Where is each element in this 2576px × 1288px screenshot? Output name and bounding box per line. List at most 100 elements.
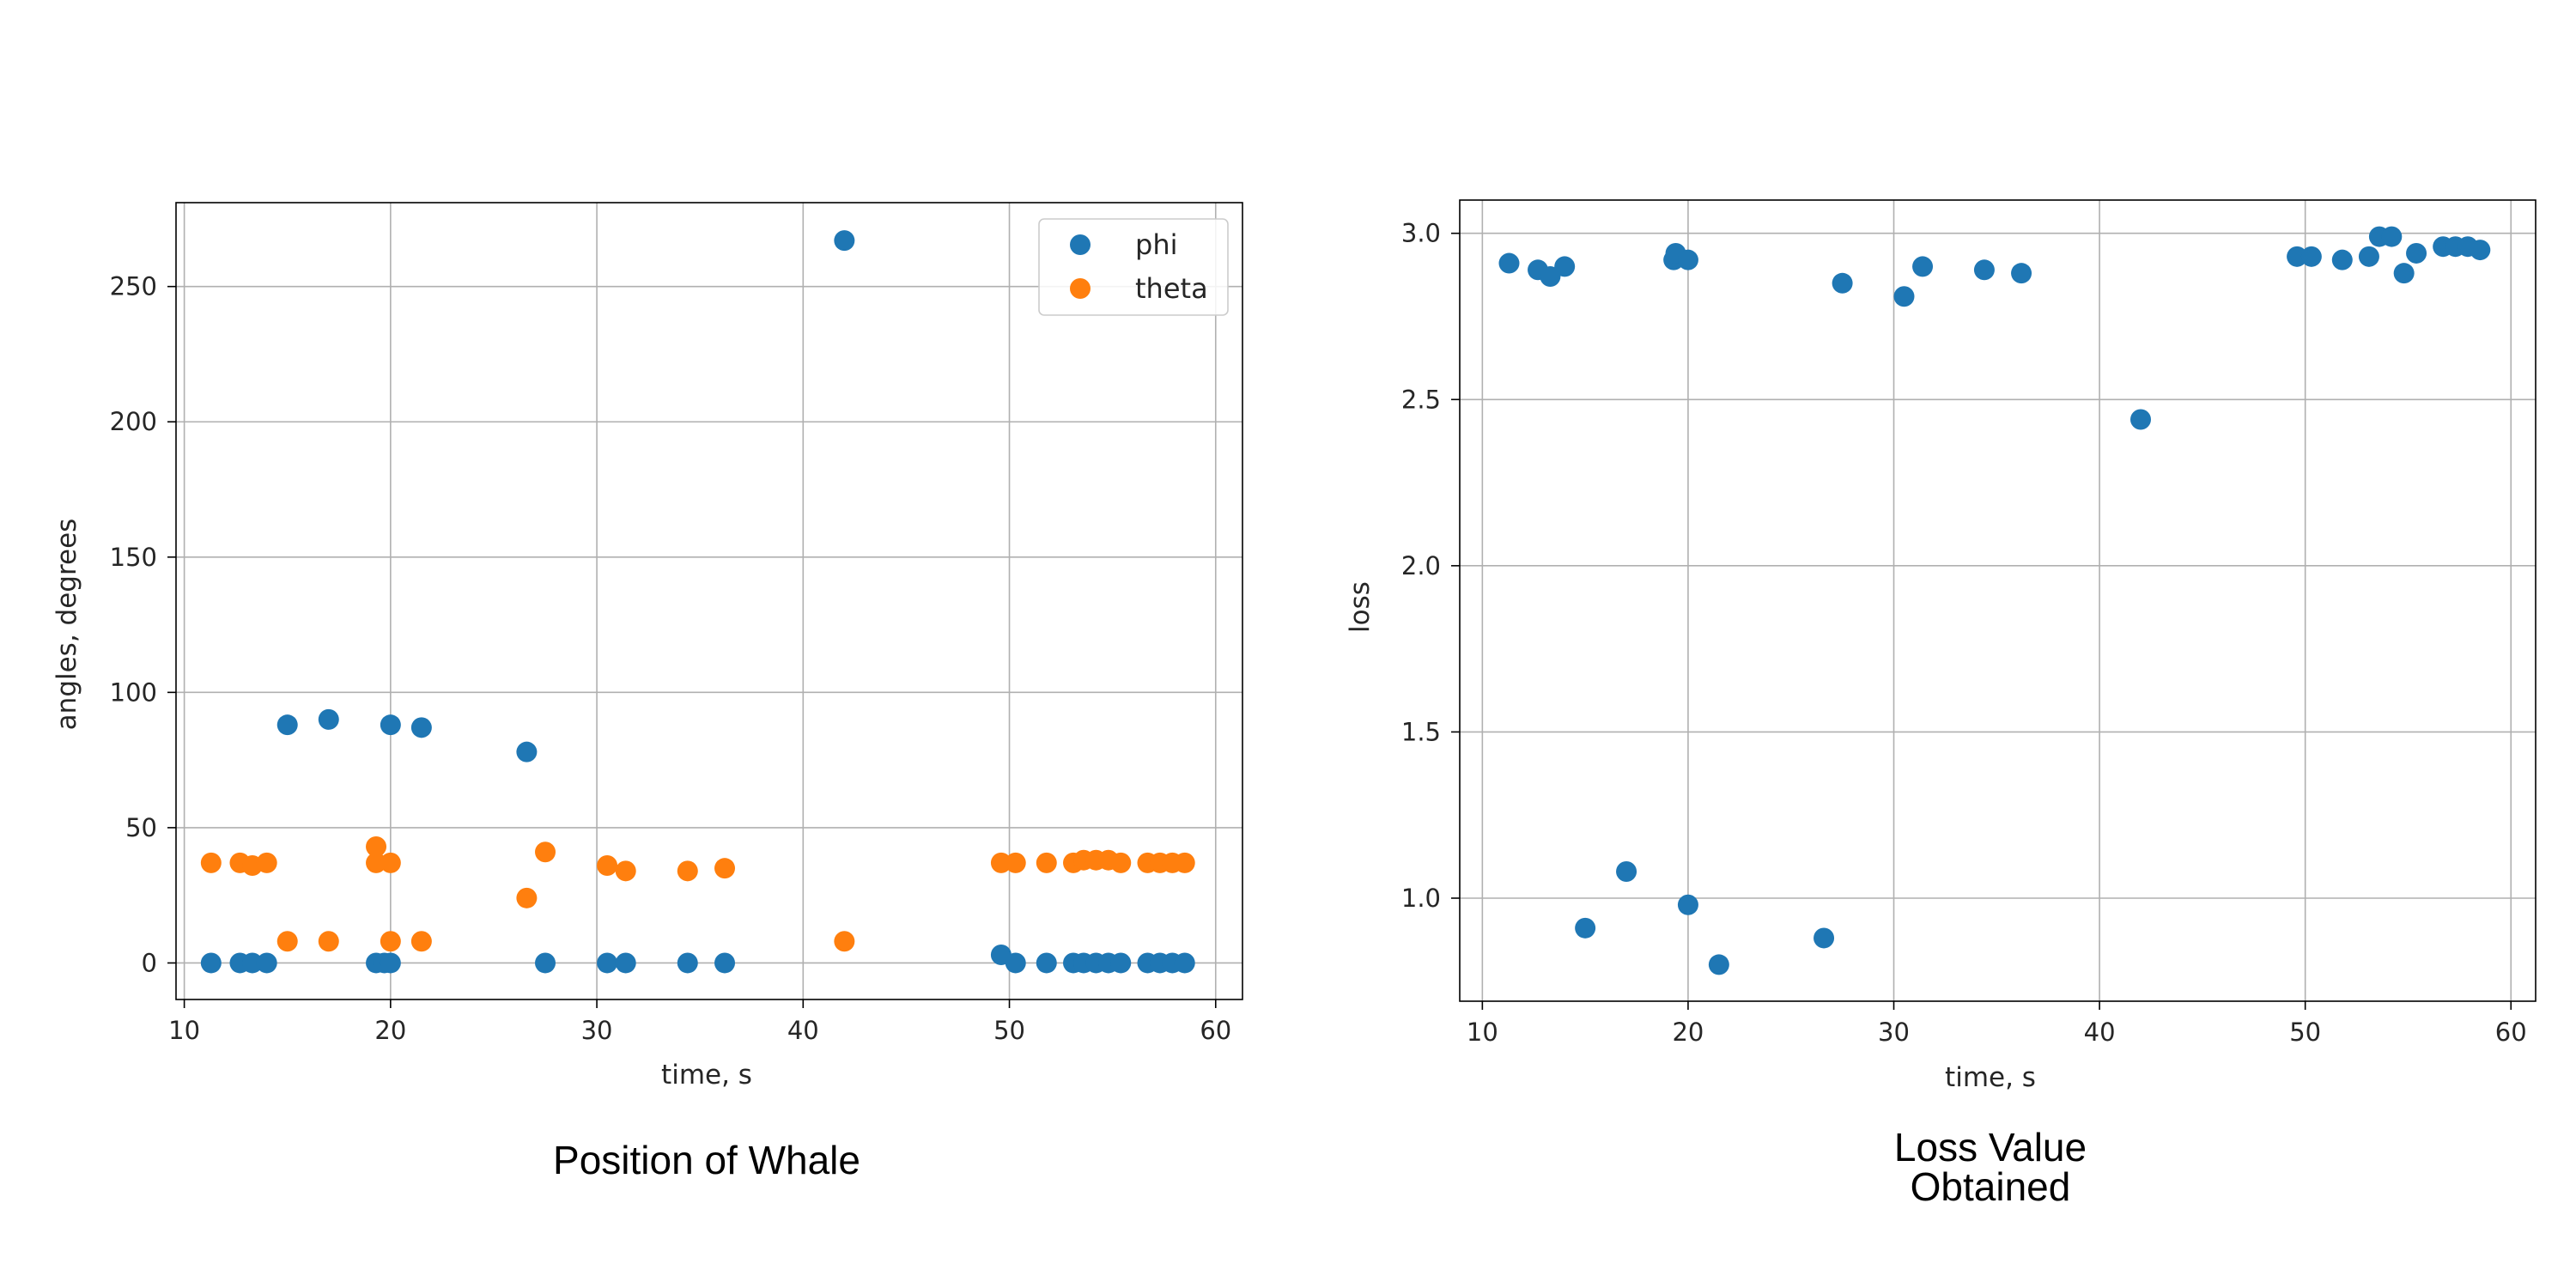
point-phi [834, 230, 855, 252]
point-theta [200, 852, 222, 873]
y-tick-label: 2.0 [1401, 551, 1441, 580]
x-tick-label: 10 [1467, 1018, 1498, 1047]
point-theta [714, 858, 736, 879]
y-tick-label: 250 [110, 272, 157, 301]
point-loss [2381, 226, 2403, 247]
y-tick-label: 50 [125, 813, 157, 842]
point-phi [714, 952, 736, 974]
axis-ticks: 10 20 30 40 50 60 0 50 100 150 200 250 [110, 272, 1232, 1045]
point-theta [1174, 852, 1195, 873]
point-theta [677, 860, 698, 882]
point-phi [516, 741, 538, 762]
legend-label-theta: theta [1135, 272, 1208, 305]
point-phi [410, 717, 432, 738]
x-tick-label: 50 [2289, 1018, 2321, 1047]
point-phi [677, 952, 698, 974]
legend-label-phi: phi [1135, 228, 1177, 261]
y-tick-label: 1.0 [1401, 884, 1441, 913]
x-axis-label: time, s [661, 1060, 752, 1091]
y-tick-label: 150 [110, 543, 157, 572]
chart-position-of-whale: 10 20 30 40 50 60 0 50 100 150 200 250 phi theta ti… [52, 202, 1243, 1182]
point-theta [380, 931, 401, 952]
chart-caption-line-1: Loss Value [1894, 1125, 2087, 1170]
point-loss [1912, 256, 1934, 277]
point-theta [276, 931, 298, 952]
point-theta [597, 855, 618, 877]
point-loss [1893, 286, 1915, 307]
x-tick-label: 20 [1672, 1018, 1704, 1047]
point-theta [1005, 852, 1026, 873]
point-phi [1005, 952, 1026, 974]
legend-marker-phi [1070, 234, 1091, 255]
data-points [200, 230, 1195, 974]
point-loss [1616, 861, 1637, 883]
point-theta [615, 860, 636, 882]
point-loss [1973, 259, 1995, 281]
point-loss [2331, 249, 2353, 270]
point-loss [1708, 954, 1729, 975]
point-loss [1554, 256, 1576, 277]
x-tick-label: 40 [2084, 1018, 2116, 1047]
point-phi [256, 952, 277, 974]
point-loss [1575, 917, 1596, 939]
point-theta [410, 931, 432, 952]
y-tick-label: 3.0 [1401, 219, 1441, 248]
grid-lines [176, 203, 1242, 999]
x-tick-label: 30 [581, 1016, 613, 1045]
y-tick-label: 100 [110, 677, 157, 707]
chart-caption: Position of Whale [553, 1138, 860, 1182]
point-phi [1110, 952, 1132, 974]
point-loss [2470, 240, 2491, 261]
point-theta [834, 931, 855, 952]
legend-marker-theta [1070, 278, 1091, 299]
chart-caption-line-2: Obtained [1911, 1164, 2071, 1209]
point-phi [318, 708, 339, 730]
point-phi [380, 952, 401, 974]
point-theta [1110, 852, 1132, 873]
x-tick-label: 60 [2495, 1018, 2527, 1047]
y-axis-label: angles, degrees [52, 519, 82, 731]
point-loss [2393, 263, 2415, 284]
point-phi [380, 714, 401, 736]
point-phi [1036, 952, 1057, 974]
point-loss [1832, 272, 1853, 294]
chart-loss-value: 10 20 30 40 50 60 1.0 1.5 2.0 2.5 3.0 time, s loss… [1345, 199, 2537, 1209]
point-theta [366, 835, 387, 857]
legend: phi theta [1038, 218, 1229, 316]
point-phi [200, 952, 222, 974]
x-tick-label: 60 [1200, 1016, 1231, 1045]
x-tick-label: 20 [374, 1016, 406, 1045]
data-points [1498, 226, 2491, 975]
point-theta [318, 931, 339, 952]
y-tick-label: 2.5 [1401, 385, 1441, 414]
point-loss [2287, 246, 2308, 267]
point-loss [2300, 246, 2322, 267]
point-loss [1677, 249, 1698, 270]
point-loss [2130, 409, 2152, 430]
x-axis-label: time, s [1945, 1062, 2036, 1093]
point-loss [2406, 242, 2427, 264]
axis-ticks: 10 20 30 40 50 60 1.0 1.5 2.0 2.5 3.0 [1401, 219, 2527, 1047]
y-tick-label: 0 [142, 948, 157, 977]
point-theta [366, 852, 387, 873]
point-theta [380, 852, 401, 873]
y-tick-label: 200 [110, 407, 157, 436]
point-theta [516, 887, 538, 908]
point-phi [1174, 952, 1195, 974]
point-loss [1677, 894, 1698, 915]
point-loss [2358, 246, 2379, 267]
point-theta [256, 852, 277, 873]
point-phi [597, 952, 618, 974]
point-phi [615, 952, 636, 974]
y-axis-label: loss [1345, 581, 1376, 633]
point-loss [1540, 266, 1561, 288]
point-theta [990, 852, 1012, 873]
y-tick-label: 1.5 [1401, 717, 1441, 746]
point-loss [1498, 252, 1520, 274]
point-loss [2011, 263, 2032, 284]
point-theta [1036, 852, 1057, 873]
x-tick-label: 50 [993, 1016, 1025, 1045]
plot-frame [1459, 199, 2537, 1002]
plot-frame [175, 202, 1243, 1000]
